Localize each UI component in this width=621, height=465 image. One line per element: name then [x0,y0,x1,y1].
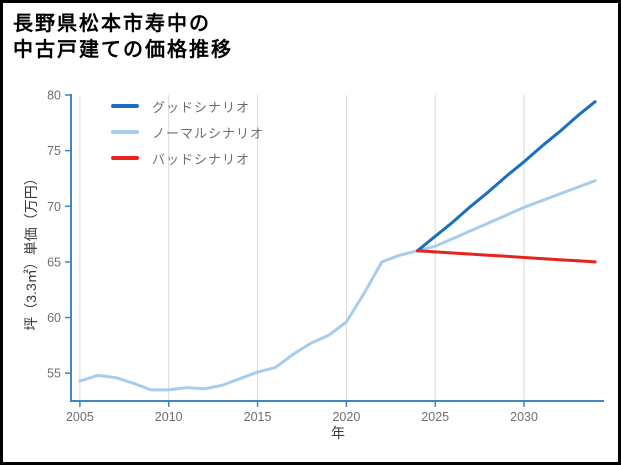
svg-text:2005: 2005 [66,410,94,424]
legend-swatch [111,104,139,108]
svg-text:65: 65 [47,255,61,269]
legend-swatch [111,156,139,160]
svg-text:2030: 2030 [510,410,538,424]
chart-title: 長野県松本市寿中の 中古戸建ての価格推移 [13,11,233,64]
legend-label: バッドシナリオ [152,151,251,167]
chart-title-line-1: 長野県松本市寿中の [13,13,211,35]
svg-text:2020: 2020 [332,410,360,424]
legend: グッドシナリオ ノーマルシナリオ バッドシナリオ [111,93,264,171]
svg-text:2010: 2010 [155,410,183,424]
price-trend-line-chart: 2005 2010 2015 2020 2025 2030 55 60 65 70 75 80 [47,89,604,424]
svg-text:70: 70 [47,200,61,214]
x-axis-label: 年 [331,425,345,441]
legend-label: グッドシナリオ [152,99,251,115]
svg-text:60: 60 [47,311,61,325]
svg-text:75: 75 [47,144,61,158]
chart-title-line-2: 中古戸建ての価格推移 [13,39,233,62]
y-axis-label: 坪（3.3㎡）単価（万円） [23,171,39,331]
svg-text:2025: 2025 [421,410,449,424]
svg-text:80: 80 [47,89,61,103]
legend-item-normal-scenario: ノーマルシナリオ [111,119,264,145]
svg-text:55: 55 [47,367,61,381]
legend-item-bad-scenario: バッドシナリオ [111,145,264,171]
legend-swatch [111,130,139,134]
legend-label: ノーマルシナリオ [152,125,265,141]
legend-item-good-scenario: グッドシナリオ [111,93,264,119]
svg-text:2015: 2015 [244,410,272,424]
